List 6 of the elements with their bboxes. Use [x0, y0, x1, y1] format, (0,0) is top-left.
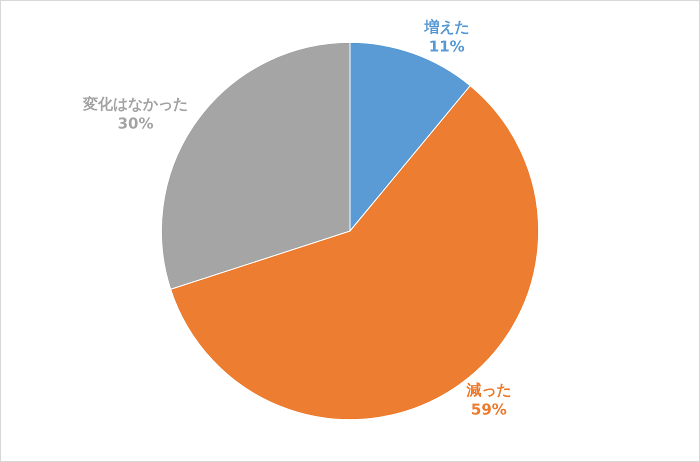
slice-label: 増えた	[423, 18, 470, 36]
slice-label: 減った	[465, 381, 512, 400]
slice-label: 変化はなかった	[82, 94, 188, 113]
data-label: 11%	[428, 38, 465, 56]
data-label: 30%	[118, 114, 154, 132]
data-label: 59%	[470, 400, 507, 419]
